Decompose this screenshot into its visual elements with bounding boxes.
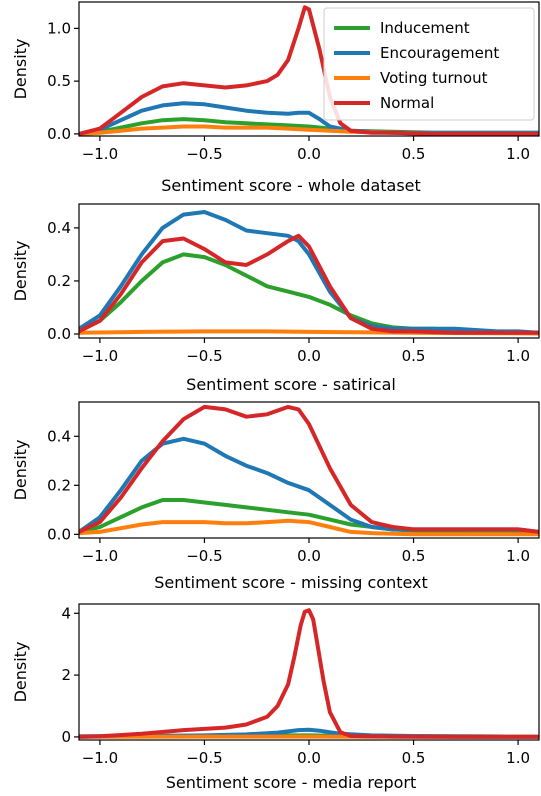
- chart-panel-3: −1.0 −0.5 0.0 0.5 1.0 0.0 0.2 0.4 Sentiment scor…: [11, 401, 540, 592]
- series-line-encouragement: [79, 436, 539, 534]
- y-tick-label: 0.4: [47, 219, 71, 237]
- x-axis-label: Sentiment score - satirical: [186, 375, 396, 394]
- x-axis-label: Sentiment score - whole dataset: [161, 176, 421, 195]
- y-axis-label: Density: [11, 642, 30, 703]
- x-tick-label: 0.5: [402, 749, 426, 767]
- y-tick-label: 0: [61, 728, 71, 746]
- y-tick-label: 0.0: [47, 525, 71, 543]
- y-tick-label: 1.0: [47, 19, 71, 37]
- y-axis-label: Density: [11, 39, 30, 100]
- y-tick-label: 0.2: [47, 476, 71, 494]
- x-axis-label: Sentiment score - missing context: [154, 573, 428, 592]
- series-line-normal: [79, 608, 539, 739]
- series-line-inducement: [79, 252, 539, 335]
- y-tick-label: 0.2: [47, 272, 71, 290]
- x-tick-label: 1.0: [506, 145, 530, 163]
- x-tick-label: −1.0: [82, 749, 118, 767]
- x-tick-label: 0.0: [297, 347, 321, 365]
- x-tick-label: 1.0: [506, 547, 530, 565]
- legend-entry: Encouragement: [380, 44, 499, 62]
- y-tick-label: 2: [61, 666, 71, 684]
- chart-panel-2: −1.0 −0.5 0.0 0.5 1.0 0.0 0.2 0.4 Sentiment scor…: [11, 203, 540, 394]
- y-tick-label: 0.0: [47, 125, 71, 143]
- y-tick-label: 0.4: [47, 427, 71, 445]
- x-tick-label: 0.5: [402, 547, 426, 565]
- x-tick-label: 0.0: [297, 145, 321, 163]
- x-tick-label: −1.0: [82, 145, 118, 163]
- legend-entry: Inducement: [380, 19, 470, 37]
- x-tick-label: −0.5: [186, 749, 222, 767]
- legend-entry: Voting turnout: [380, 69, 488, 87]
- y-tick-label: 4: [61, 604, 71, 622]
- series-line-normal: [79, 404, 539, 534]
- y-axis-label: Density: [11, 440, 30, 501]
- legend-entry: Normal: [380, 94, 434, 112]
- series-line-voting-turnout: [79, 518, 539, 537]
- series-line-normal: [79, 5, 539, 136]
- plot-frame: [78, 603, 540, 741]
- chart-panel-4: −1.0 −0.5 0.0 0.5 1.0 0 2 4 Sentiment score - me…: [11, 603, 540, 792]
- x-tick-label: 0.5: [402, 347, 426, 365]
- y-tick-label: 0.5: [47, 72, 71, 90]
- x-tick-label: −0.5: [186, 145, 222, 163]
- x-tick-label: −1.0: [82, 347, 118, 365]
- y-axis-label: Density: [11, 241, 30, 302]
- legend: Inducement Encouragement Voting turnout Nor…: [323, 7, 535, 121]
- plot-frame: [78, 203, 540, 339]
- series-line-encouragement: [79, 210, 539, 335]
- x-tick-label: −0.5: [186, 547, 222, 565]
- legend-box: [323, 7, 535, 121]
- x-tick-label: 0.0: [297, 547, 321, 565]
- x-tick-label: 0.0: [297, 749, 321, 767]
- y-tick-label: 0.0: [47, 325, 71, 343]
- x-tick-label: 0.5: [402, 145, 426, 163]
- x-tick-label: −1.0: [82, 547, 118, 565]
- x-tick-label: 1.0: [506, 749, 530, 767]
- chart-panel-1: −1.0 −0.5 0.0 0.5 1.0 0.0 0.5 1.0 Sentiment scor…: [11, 1, 540, 195]
- x-tick-label: 1.0: [506, 347, 530, 365]
- series-line-normal: [79, 233, 539, 335]
- x-tick-label: −0.5: [186, 347, 222, 365]
- series-line-inducement: [79, 498, 539, 536]
- x-axis-label: Sentiment score - media report: [166, 773, 417, 792]
